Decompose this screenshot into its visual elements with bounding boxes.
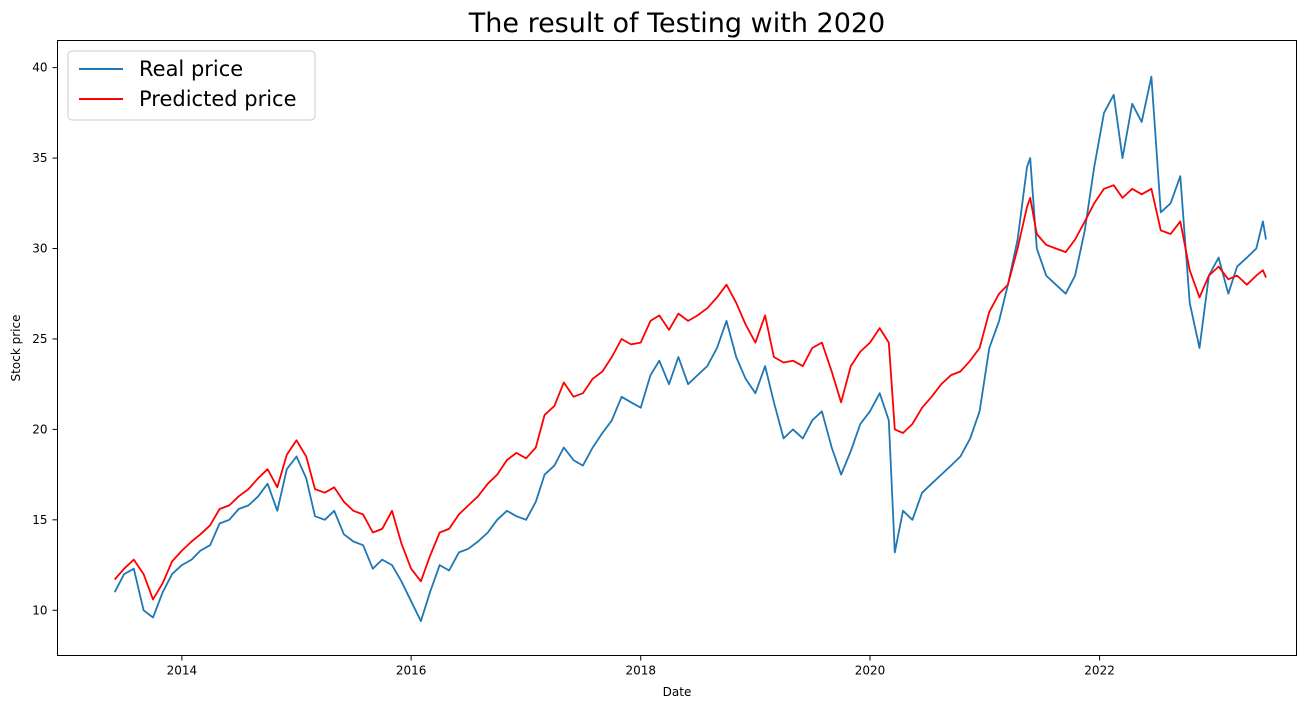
plot-lines	[113, 75, 1267, 622]
chart-title: The result of Testing with 2020	[468, 8, 885, 39]
y-tick-label: 10	[32, 603, 47, 617]
legend: Real price Predicted price	[67, 50, 316, 121]
legend-label-predicted: Predicted price	[139, 87, 297, 111]
y-tick-label: 20	[32, 422, 47, 436]
legend-label-real: Real price	[139, 57, 243, 81]
x-tick-label: 2014	[167, 664, 198, 678]
x-axis-ticks: 2014 2016 2018 2020 2022	[167, 655, 1115, 678]
x-tick-label: 2022	[1084, 664, 1115, 678]
series-line-1	[114, 184, 1267, 601]
y-tick-label: 40	[32, 61, 47, 75]
x-tick-label: 2016	[396, 664, 427, 678]
y-tick-label: 35	[32, 151, 47, 165]
y-tick-label: 30	[32, 242, 47, 256]
series-line-0	[113, 75, 1267, 622]
y-axis-ticks: 10 15 20 25 30 35 40	[32, 61, 58, 617]
plot-frame	[57, 40, 1297, 656]
x-tick-label: 2018	[625, 664, 656, 678]
x-tick-label: 2020	[855, 664, 886, 678]
y-tick-label: 15	[32, 513, 47, 527]
legend-box	[67, 50, 316, 121]
y-axis-label: Stock price	[9, 315, 23, 382]
y-tick-label: 25	[32, 332, 47, 346]
x-axis-label: Date	[663, 685, 692, 699]
